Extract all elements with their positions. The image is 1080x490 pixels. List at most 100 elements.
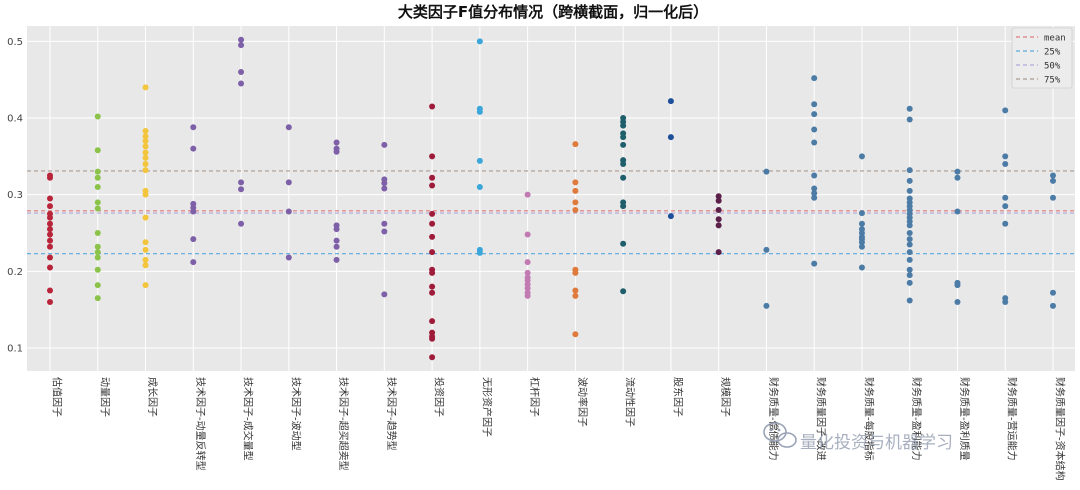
data-point	[572, 269, 579, 276]
data-point	[620, 203, 627, 210]
data-point	[47, 220, 53, 227]
data-point	[572, 287, 579, 294]
data-point	[94, 249, 101, 256]
data-point	[333, 237, 340, 244]
data-point	[620, 288, 627, 295]
x-category-label: 财务质量-盈利能力	[910, 377, 923, 461]
data-point	[94, 243, 101, 250]
data-point	[333, 243, 340, 250]
data-point	[476, 249, 483, 256]
y-tick-label: 0.5	[7, 37, 23, 48]
data-point	[94, 113, 101, 120]
legend-label: 50%	[1044, 62, 1061, 72]
data-point	[1002, 220, 1009, 227]
data-point	[811, 190, 818, 197]
data-point	[1002, 299, 1009, 305]
data-point	[381, 141, 388, 148]
data-point	[47, 231, 53, 238]
data-point	[47, 214, 53, 221]
data-point	[94, 282, 101, 289]
x-category-label: 技术因子-成交量型	[242, 377, 255, 461]
data-point	[476, 157, 483, 164]
data-point	[524, 292, 531, 299]
data-point	[906, 256, 913, 263]
data-point	[285, 179, 292, 186]
x-category-label: 技术因子-动量反转型	[194, 377, 207, 471]
data-point	[429, 174, 436, 181]
data-point	[906, 241, 913, 248]
x-category-label: 规模因子	[719, 377, 732, 417]
x-category-label: 财务质量-盈利质量	[958, 377, 971, 461]
data-point	[429, 318, 436, 325]
data-point	[811, 260, 818, 267]
data-point	[954, 208, 961, 215]
data-point	[667, 134, 674, 141]
data-point	[47, 237, 53, 244]
data-point	[524, 285, 531, 292]
data-point	[381, 180, 388, 187]
x-category-label: 财务质量-每股指标	[862, 377, 875, 461]
data-point	[142, 167, 149, 174]
data-point	[238, 42, 245, 49]
data-point	[572, 331, 579, 338]
data-point	[906, 236, 913, 243]
data-point	[238, 220, 245, 227]
data-point	[94, 205, 101, 212]
data-point	[906, 116, 913, 123]
data-point	[858, 239, 865, 246]
data-point	[142, 149, 149, 156]
y-axis-ticks: 0.1 0.2 0.3 0.4 0.5	[7, 37, 23, 355]
data-point	[142, 143, 149, 150]
data-point	[94, 295, 101, 302]
data-point	[811, 126, 818, 133]
data-point	[954, 282, 961, 289]
data-point	[1050, 289, 1056, 296]
data-point	[142, 246, 149, 253]
data-point	[190, 236, 197, 243]
data-point	[429, 335, 436, 342]
data-point	[620, 240, 627, 247]
data-point	[142, 214, 149, 221]
data-point	[715, 216, 722, 223]
y-tick-label: 0.4	[7, 114, 23, 125]
data-point	[47, 195, 53, 202]
data-point	[620, 161, 627, 167]
data-point	[429, 220, 436, 227]
data-point	[142, 239, 149, 246]
data-point	[238, 36, 245, 43]
x-axis-category-labels: 估值因子 动量因子 成长因子 技术因子-动量反转型 技术因子-成交量型 技术因子-波动型 技…	[51, 377, 1067, 481]
data-point	[620, 141, 627, 148]
data-point	[620, 122, 627, 129]
data-point	[811, 111, 818, 118]
data-point	[190, 124, 197, 131]
data-point	[47, 264, 53, 271]
data-point	[142, 161, 149, 167]
data-point	[572, 141, 579, 148]
data-point	[47, 226, 53, 233]
data-point	[715, 197, 722, 204]
data-point	[1002, 194, 1009, 201]
data-point	[811, 185, 818, 192]
data-point	[715, 249, 722, 256]
x-category-label: 财务质量因子-资本结构	[1054, 377, 1067, 481]
data-point	[858, 220, 865, 227]
data-point	[381, 185, 388, 192]
data-point	[429, 103, 436, 110]
data-point	[142, 191, 149, 198]
data-point	[47, 174, 53, 181]
x-category-label: 财务质量-营运能力	[1006, 377, 1019, 461]
data-point	[47, 203, 53, 210]
data-point	[572, 207, 579, 213]
data-point	[94, 184, 101, 190]
data-point	[715, 222, 722, 229]
data-point	[238, 179, 245, 186]
data-point	[333, 256, 340, 263]
data-point	[667, 213, 674, 220]
data-point	[142, 138, 149, 144]
data-point	[811, 139, 818, 146]
data-point	[429, 283, 436, 290]
data-point	[954, 299, 961, 305]
plot-area	[27, 26, 1075, 371]
legend-label: mean	[1044, 34, 1066, 44]
data-point	[333, 148, 340, 155]
